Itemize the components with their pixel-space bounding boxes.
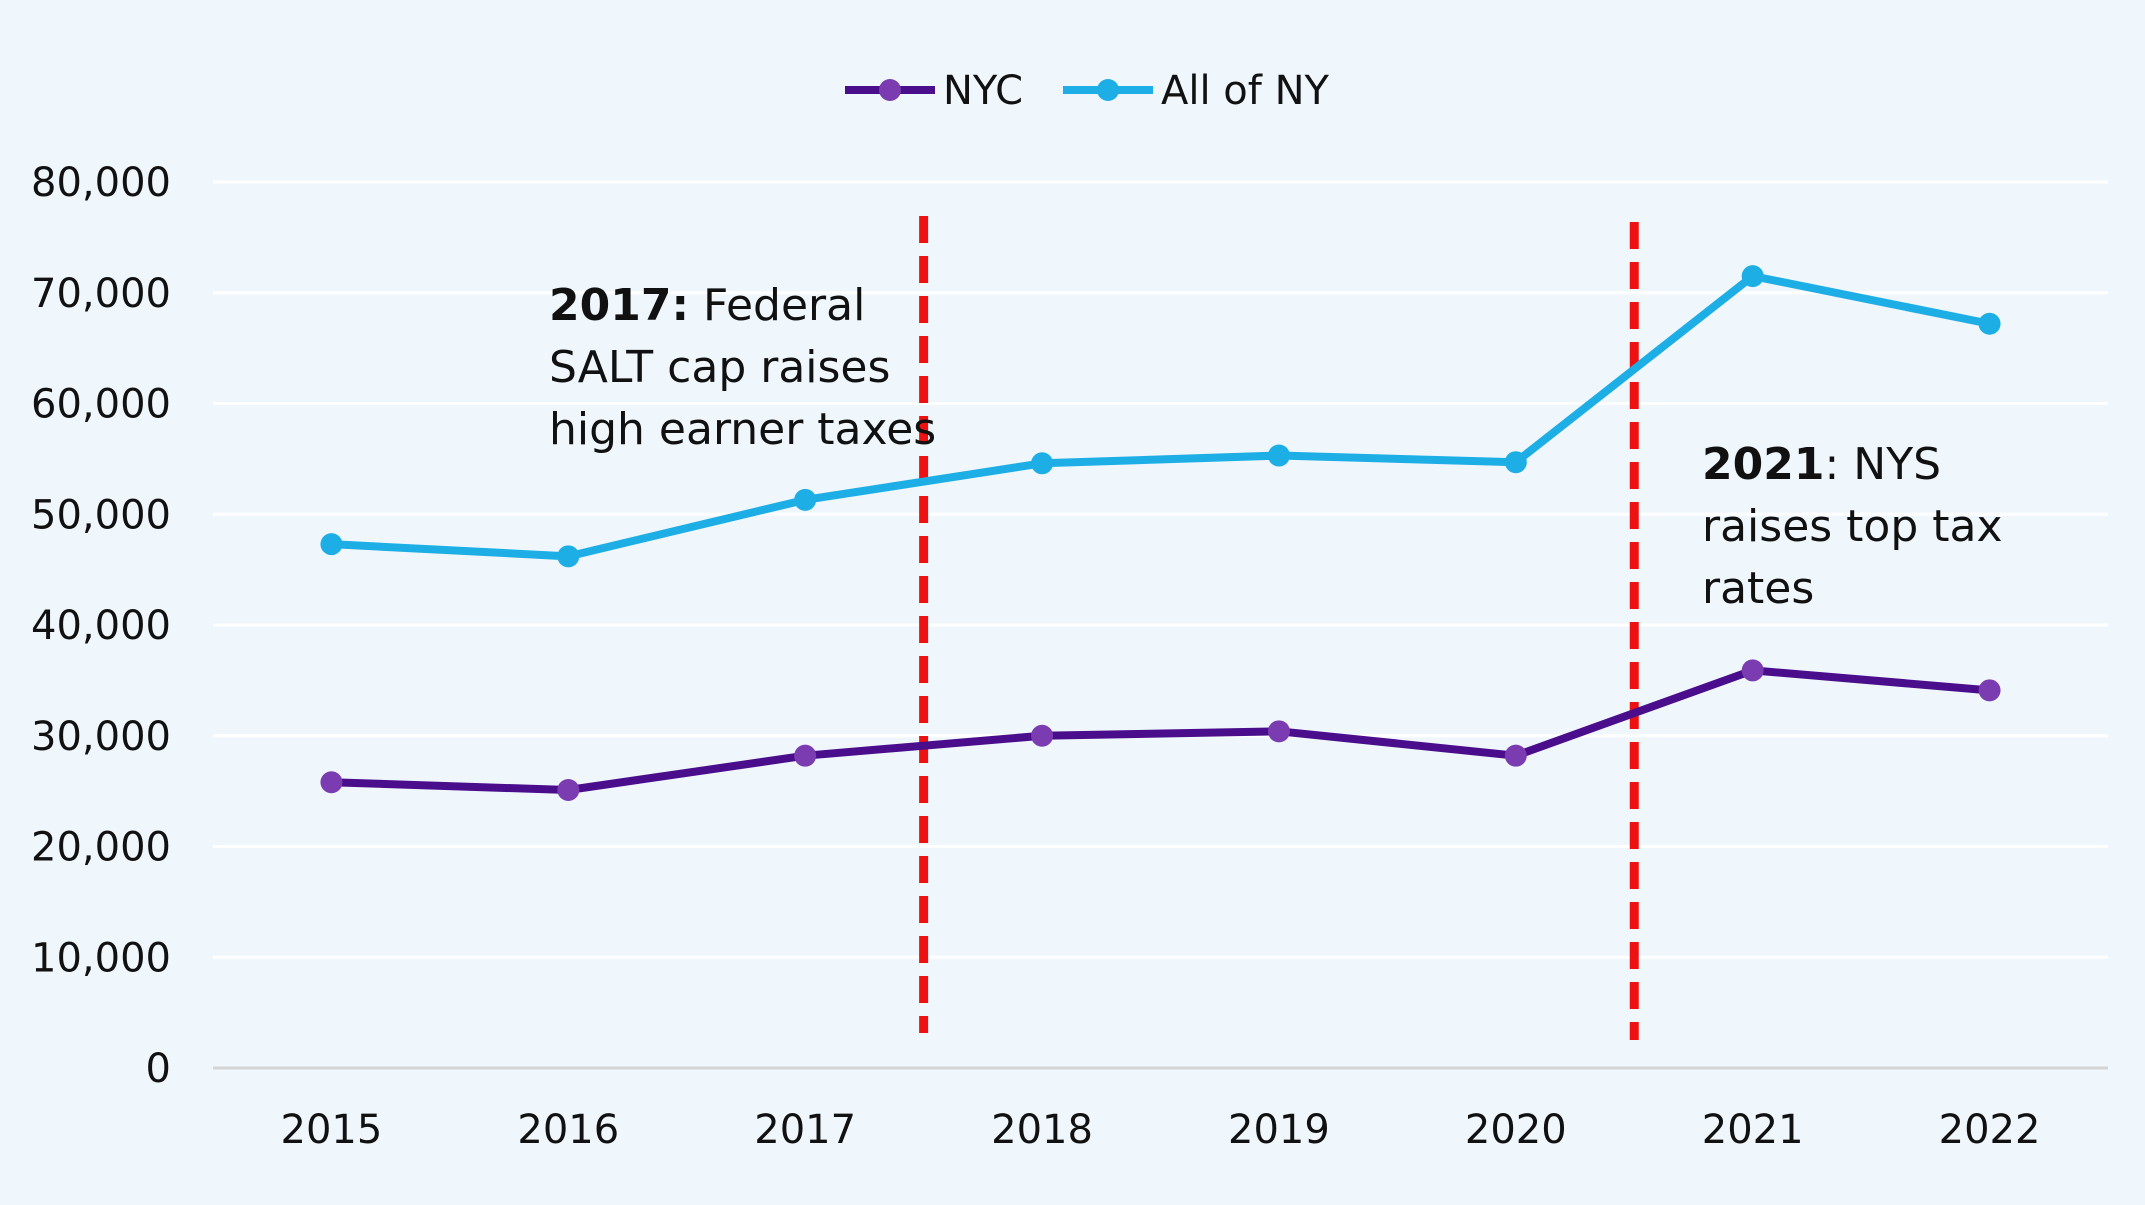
annotation-2017-line-3: high earner taxes [549,404,936,455]
data-point-all-of-ny-2015 [320,533,343,556]
y-tick-label: 10,000 [31,935,171,981]
data-point-all-of-ny-2017 [794,488,817,511]
y-tick-label: 80,000 [31,160,171,206]
annotation-2021-bold: 2021 [1702,439,1824,490]
x-tick-label: 2017 [754,1107,856,1153]
series-line-nyc [327,666,1994,795]
annotation-2017-bold: 2017: [549,280,689,331]
legend-swatch-allny-marker [1097,79,1119,101]
data-point-all-of-ny-2016 [557,545,580,568]
legend: NYC All of NY [845,68,1329,114]
data-point-nyc-2018 [1031,724,1054,747]
x-tick-label: 2021 [1702,1107,1804,1153]
data-point-all-of-ny-2022 [1978,312,2001,335]
data-point-all-of-ny-2021 [1741,265,1764,288]
x-tick-label: 2020 [1465,1107,1567,1153]
data-point-nyc-2022 [1978,679,2001,702]
annotation-2021-line-2: raises top tax [1702,501,2003,552]
data-point-nyc-2015 [320,771,343,794]
annotation-2021-line-3: rates [1702,563,1814,614]
y-tick-label: 50,000 [31,492,171,538]
series-line-all-of-ny [327,272,1994,561]
annotation-2021-line-1: : NYS [1824,439,1941,490]
legend-label-nyc: NYC [943,68,1023,114]
x-axis-ticks: 2015 2016 2017 2018 2019 2020 2021 2022 [281,1107,2041,1153]
data-point-nyc-2016 [557,779,580,802]
legend-swatch-nyc-marker [879,79,901,101]
x-tick-label: 2018 [991,1107,1093,1153]
reference-lines [919,216,1639,1040]
y-axis-ticks: 0 10,000 20,000 30,000 40,000 50,000 60,000 70,… [31,160,171,1092]
y-tick-label: 20,000 [31,825,171,871]
annotation-2017-line-2: SALT cap raises [549,342,890,393]
x-tick-label: 2019 [1228,1107,1330,1153]
y-tick-label: 40,000 [31,603,171,649]
x-tick-label: 2022 [1939,1107,2041,1153]
data-point-nyc-2019 [1267,720,1290,743]
x-tick-label: 2016 [517,1107,619,1153]
data-point-nyc-2017 [794,744,817,767]
gridlines [213,180,2108,1070]
data-point-nyc-2021 [1741,659,1764,682]
x-tick-label: 2015 [281,1107,383,1153]
y-tick-label: 70,000 [31,271,171,317]
y-tick-label: 0 [146,1046,171,1092]
annotation-2017: 2017: Federal SALT cap raises high earne… [549,280,936,455]
data-point-all-of-ny-2020 [1504,451,1527,474]
y-tick-label: 30,000 [31,714,171,760]
y-tick-label: 60,000 [31,382,171,428]
series-group [320,265,2001,802]
data-point-nyc-2020 [1504,744,1527,767]
annotation-2017-line-1: Federal [689,280,865,331]
data-point-all-of-ny-2018 [1031,452,1054,475]
annotation-2021: 2021: NYS raises top tax rates [1702,439,2017,614]
legend-label-allny: All of NY [1161,68,1329,114]
data-point-all-of-ny-2019 [1267,444,1290,467]
